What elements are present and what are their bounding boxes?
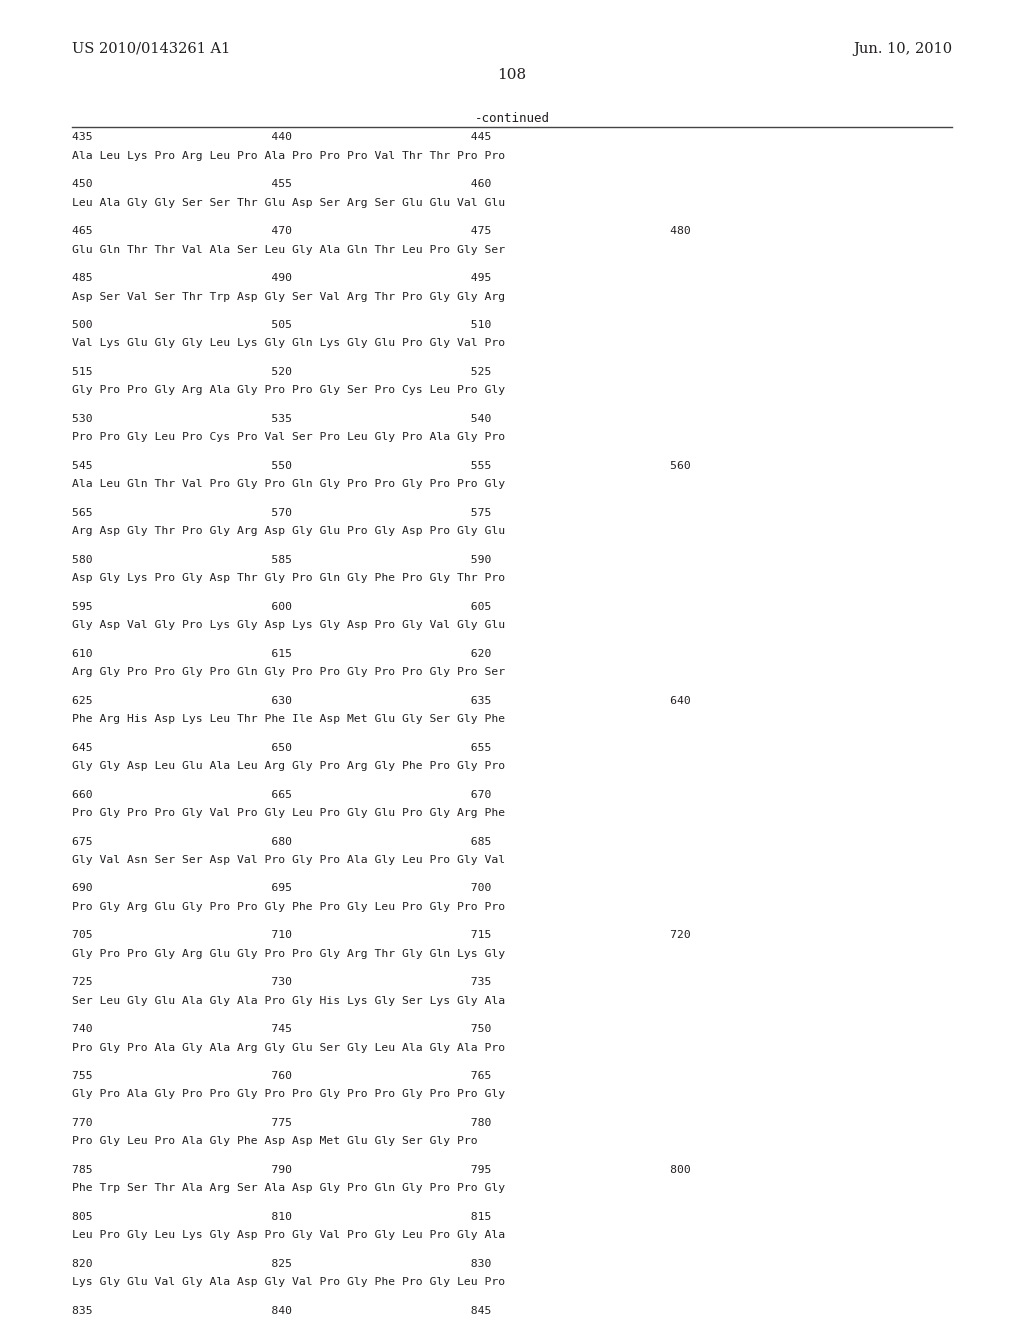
Text: Gly Asp Val Gly Pro Lys Gly Asp Lys Gly Asp Pro Gly Val Gly Glu: Gly Asp Val Gly Pro Lys Gly Asp Lys Gly … [72,620,505,630]
Text: 675                          680                          685: 675 680 685 [72,837,492,846]
Text: Gly Val Asn Ser Ser Asp Val Pro Gly Pro Ala Gly Leu Pro Gly Val: Gly Val Asn Ser Ser Asp Val Pro Gly Pro … [72,855,505,865]
Text: 770                          775                          780: 770 775 780 [72,1118,492,1129]
Text: 625                          630                          635                   : 625 630 635 [72,696,691,706]
Text: Pro Gly Pro Pro Gly Val Pro Gly Leu Pro Gly Glu Pro Gly Arg Phe: Pro Gly Pro Pro Gly Val Pro Gly Leu Pro … [72,808,505,818]
Text: Pro Pro Gly Leu Pro Cys Pro Val Ser Pro Leu Gly Pro Ala Gly Pro: Pro Pro Gly Leu Pro Cys Pro Val Ser Pro … [72,433,505,442]
Text: Glu Gln Thr Thr Val Ala Ser Leu Gly Ala Gln Thr Leu Pro Gly Ser: Glu Gln Thr Thr Val Ala Ser Leu Gly Ala … [72,244,505,255]
Text: 725                          730                          735: 725 730 735 [72,977,492,987]
Text: Gly Gly Asp Leu Glu Ala Leu Arg Gly Pro Arg Gly Phe Pro Gly Pro: Gly Gly Asp Leu Glu Ala Leu Arg Gly Pro … [72,760,505,771]
Text: 595                          600                          605: 595 600 605 [72,602,492,612]
Text: 465                          470                          475                   : 465 470 475 [72,226,691,236]
Text: Gly Pro Ala Gly Pro Pro Gly Pro Pro Gly Pro Pro Gly Pro Pro Gly: Gly Pro Ala Gly Pro Pro Gly Pro Pro Gly … [72,1089,505,1100]
Text: Ser Leu Gly Glu Ala Gly Ala Pro Gly His Lys Gly Ser Lys Gly Ala: Ser Leu Gly Glu Ala Gly Ala Pro Gly His … [72,995,505,1006]
Text: 690                          695                          700: 690 695 700 [72,883,492,894]
Text: Gly Pro Pro Gly Arg Glu Gly Pro Pro Gly Arg Thr Gly Gln Lys Gly: Gly Pro Pro Gly Arg Glu Gly Pro Pro Gly … [72,949,505,958]
Text: Lys Gly Glu Val Gly Ala Asp Gly Val Pro Gly Phe Pro Gly Leu Pro: Lys Gly Glu Val Gly Ala Asp Gly Val Pro … [72,1278,505,1287]
Text: 835                          840                          845: 835 840 845 [72,1305,492,1316]
Text: Asp Gly Lys Pro Gly Asp Thr Gly Pro Gln Gly Phe Pro Gly Thr Pro: Asp Gly Lys Pro Gly Asp Thr Gly Pro Gln … [72,573,505,583]
Text: 785                          790                          795                   : 785 790 795 [72,1166,691,1175]
Text: 515                          520                          525: 515 520 525 [72,367,492,378]
Text: Leu Ala Gly Gly Ser Ser Thr Glu Asp Ser Arg Ser Glu Glu Val Glu: Leu Ala Gly Gly Ser Ser Thr Glu Asp Ser … [72,198,505,207]
Text: Ala Leu Lys Pro Arg Leu Pro Ala Pro Pro Pro Val Thr Thr Pro Pro: Ala Leu Lys Pro Arg Leu Pro Ala Pro Pro … [72,150,505,161]
Text: Asp Ser Val Ser Thr Trp Asp Gly Ser Val Arg Thr Pro Gly Gly Arg: Asp Ser Val Ser Thr Trp Asp Gly Ser Val … [72,292,505,301]
Text: Gly Pro Pro Gly Arg Ala Gly Pro Pro Gly Ser Pro Cys Leu Pro Gly: Gly Pro Pro Gly Arg Ala Gly Pro Pro Gly … [72,385,505,396]
Text: 820                          825                          830: 820 825 830 [72,1259,492,1269]
Text: 755                          760                          765: 755 760 765 [72,1072,492,1081]
Text: 108: 108 [498,69,526,82]
Text: 610                          615                          620: 610 615 620 [72,649,492,659]
Text: 580                          585                          590: 580 585 590 [72,554,492,565]
Text: Jun. 10, 2010: Jun. 10, 2010 [853,42,952,55]
Text: Pro Gly Leu Pro Ala Gly Phe Asp Asp Met Glu Gly Ser Gly Pro: Pro Gly Leu Pro Ala Gly Phe Asp Asp Met … [72,1137,477,1146]
Text: 660                          665                          670: 660 665 670 [72,789,492,800]
Text: Phe Arg His Asp Lys Leu Thr Phe Ile Asp Met Glu Gly Ser Gly Phe: Phe Arg His Asp Lys Leu Thr Phe Ile Asp … [72,714,505,723]
Text: 805                          810                          815: 805 810 815 [72,1212,492,1222]
Text: 500                          505                          510: 500 505 510 [72,321,492,330]
Text: 645                          650                          655: 645 650 655 [72,743,492,752]
Text: 545                          550                          555                   : 545 550 555 [72,461,691,471]
Text: Arg Asp Gly Thr Pro Gly Arg Asp Gly Glu Pro Gly Asp Pro Gly Glu: Arg Asp Gly Thr Pro Gly Arg Asp Gly Glu … [72,527,505,536]
Text: US 2010/0143261 A1: US 2010/0143261 A1 [72,42,230,55]
Text: Pro Gly Pro Ala Gly Ala Arg Gly Glu Ser Gly Leu Ala Gly Ala Pro: Pro Gly Pro Ala Gly Ala Arg Gly Glu Ser … [72,1043,505,1052]
Text: Pro Gly Arg Glu Gly Pro Pro Gly Phe Pro Gly Leu Pro Gly Pro Pro: Pro Gly Arg Glu Gly Pro Pro Gly Phe Pro … [72,902,505,912]
Text: 565                          570                          575: 565 570 575 [72,508,492,517]
Text: Arg Gly Pro Pro Gly Pro Gln Gly Pro Pro Gly Pro Pro Gly Pro Ser: Arg Gly Pro Pro Gly Pro Gln Gly Pro Pro … [72,667,505,677]
Text: 740                          745                          750: 740 745 750 [72,1024,492,1035]
Text: 530                          535                          540: 530 535 540 [72,414,492,424]
Text: Leu Pro Gly Leu Lys Gly Asp Pro Gly Val Pro Gly Leu Pro Gly Ala: Leu Pro Gly Leu Lys Gly Asp Pro Gly Val … [72,1230,505,1241]
Text: 705                          710                          715                   : 705 710 715 [72,931,691,940]
Text: 435                          440                          445: 435 440 445 [72,132,492,143]
Text: 450                          455                          460: 450 455 460 [72,180,492,189]
Text: Phe Trp Ser Thr Ala Arg Ser Ala Asp Gly Pro Gln Gly Pro Pro Gly: Phe Trp Ser Thr Ala Arg Ser Ala Asp Gly … [72,1183,505,1193]
Text: Ala Leu Gln Thr Val Pro Gly Pro Gln Gly Pro Pro Gly Pro Pro Gly: Ala Leu Gln Thr Val Pro Gly Pro Gln Gly … [72,479,505,490]
Text: Val Lys Glu Gly Gly Leu Lys Gly Gln Lys Gly Glu Pro Gly Val Pro: Val Lys Glu Gly Gly Leu Lys Gly Gln Lys … [72,338,505,348]
Text: -continued: -continued [474,112,550,125]
Text: 485                          490                          495: 485 490 495 [72,273,492,284]
